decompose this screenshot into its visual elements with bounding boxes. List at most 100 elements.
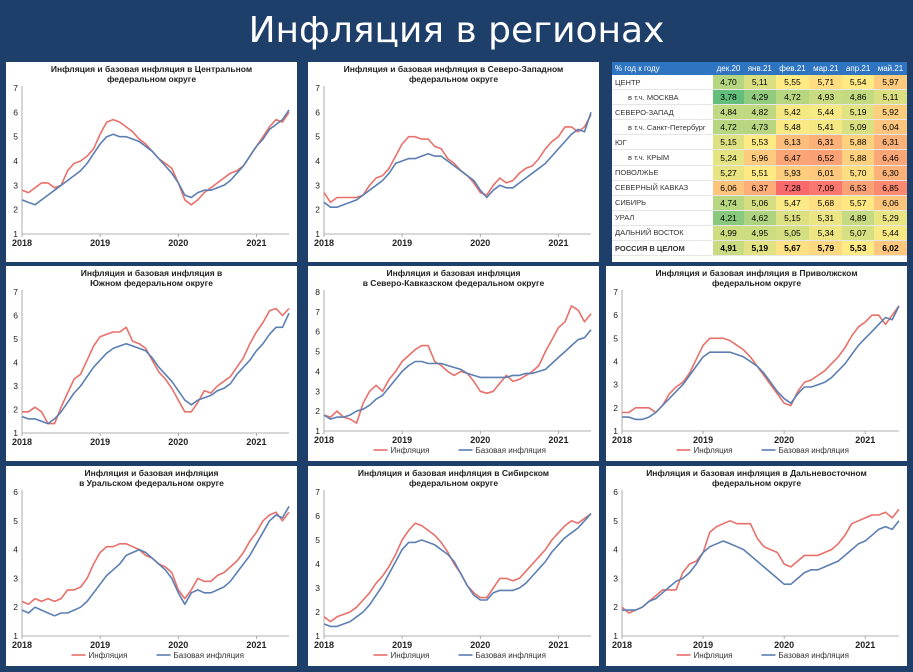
table-cell: 4,72 [712, 119, 745, 136]
y-tick-label: 7 [613, 287, 618, 297]
y-tick-label: 7 [13, 83, 18, 93]
legend-core-label: Базовая инфляция [476, 651, 546, 660]
core-inflation-line [622, 305, 900, 421]
table-cell: 4,29 [744, 89, 776, 106]
table-cell: 5,09 [842, 119, 874, 136]
y-tick-label: 6 [315, 327, 320, 337]
line-chart: Инфляция и базовая инфляция в Дальневост… [612, 468, 900, 660]
y-tick-label: 3 [613, 380, 618, 390]
chart-panel-far-east: Инфляция и базовая инфляция в Дальневост… [606, 466, 907, 666]
x-tick-label: 2020 [168, 238, 188, 248]
x-tick-label: 2018 [12, 238, 32, 248]
line-chart: Инфляция и базовая инфляция в Северо-Зап… [314, 64, 592, 248]
x-tick-label: 2019 [392, 640, 412, 650]
y-tick-label: 5 [315, 347, 320, 357]
y-tick-label: 4 [613, 357, 618, 367]
table-cell: 5,34 [809, 225, 843, 242]
y-tick-label: 3 [13, 573, 18, 583]
table-cell: 5,93 [775, 165, 810, 181]
table-cell: 5,41 [809, 119, 843, 136]
inflation-table: % год к году дек.20 янв.21 фев.21 мар.21… [612, 62, 907, 257]
row-label: в т.ч. Санкт-Петербург [612, 119, 713, 136]
y-tick-label: 7 [315, 487, 320, 497]
y-tick-label: 2 [13, 405, 18, 415]
chart-panel-south: Инфляция и базовая инфляция в Южном федер… [6, 266, 297, 461]
inflation-line [21, 511, 290, 606]
chart-title: федеральном округе [712, 478, 801, 488]
core-inflation-line [21, 109, 290, 206]
table-cell: 5,07 [842, 225, 874, 242]
core-inflation-line [622, 520, 900, 611]
table-cell: 4,82 [744, 104, 776, 121]
y-tick-label: 4 [315, 559, 320, 569]
y-tick-label: 2 [613, 602, 618, 612]
row-label: ПОВОЛЖЬЕ [612, 165, 713, 181]
y-tick-label: 7 [315, 307, 320, 317]
table-cell: 6,31 [874, 134, 907, 151]
y-tick-label: 4 [315, 366, 320, 376]
row-label: ДАЛЬНИЙ ВОСТОК [612, 225, 713, 242]
table-cell: 6,30 [874, 165, 907, 181]
table-cell: 5,88 [842, 134, 874, 151]
legend-inflation-label: Инфляция [89, 651, 128, 660]
table-cell: 5,29 [874, 210, 907, 226]
table-cell: 5,24 [712, 149, 745, 166]
x-tick-label: 2018 [612, 640, 632, 650]
core-inflation-line [323, 329, 592, 420]
y-tick-label: 4 [13, 358, 18, 368]
line-chart: Инфляция и базовая инфляция в Сибирскомф… [314, 468, 592, 660]
x-tick-label: 2021 [548, 435, 568, 445]
table-cell: 6,53 [842, 180, 874, 196]
y-tick-label: 6 [315, 107, 320, 117]
row-label: в т.ч. КРЫМ [612, 149, 713, 166]
y-tick-label: 4 [315, 156, 320, 166]
table-header-cell: янв.21 [744, 62, 776, 75]
x-tick-label: 2021 [548, 640, 568, 650]
table-cell: 4,74 [712, 195, 745, 211]
x-tick-label: 2020 [470, 238, 490, 248]
x-tick-label: 2018 [314, 640, 334, 650]
legend-core-label: Базовая инфляция [779, 446, 849, 455]
table-cell: 7,09 [809, 180, 843, 196]
legend-core-label: Базовая инфляция [174, 651, 244, 660]
table-cell: 4,73 [744, 119, 776, 136]
table-cell: 5,27 [712, 165, 745, 181]
table-header-cell: апр.21 [842, 62, 874, 75]
table-row: ЦЕНТР 4,70 5,11 5,55 5,71 5,54 5,97 [612, 75, 907, 91]
table-cell: 6,06 [712, 180, 745, 196]
chart-panel-north-caucasus: Инфляция и базовая инфляция в Северо-Кавк… [308, 266, 599, 461]
y-tick-label: 3 [315, 180, 320, 190]
core-inflation-line [323, 513, 592, 628]
table-row: СЕВЕРНЫЙ КАВКАЗ 6,06 6,37 7,28 7,09 6,53 6,85 [612, 180, 907, 196]
y-tick-label: 7 [315, 83, 320, 93]
y-tick-label: 5 [315, 132, 320, 142]
y-tick-label: 4 [613, 545, 618, 555]
y-tick-label: 5 [613, 333, 618, 343]
chart-title: Инфляция и базовая инфляция в Северо-Зап… [344, 64, 564, 74]
chart-title: Южном федеральном округе [90, 278, 213, 288]
chart-title: в Северо-Кавказском федеральном округе [363, 278, 545, 288]
legend-inflation-label: Инфляция [694, 651, 733, 660]
y-tick-label: 2 [13, 602, 18, 612]
legend-inflation-label: Инфляция [391, 651, 430, 660]
legend-inflation-label: Инфляция [391, 446, 430, 455]
y-tick-label: 6 [13, 311, 18, 321]
table-cell: 4,89 [842, 210, 874, 226]
table-cell: 4,95 [744, 225, 776, 242]
y-tick-label: 1 [13, 631, 18, 641]
table-cell: 7,28 [775, 180, 810, 196]
row-label: УРАЛ [612, 210, 713, 226]
table-header-cell: % год к году [612, 62, 713, 75]
table-cell: 4,91 [712, 240, 745, 257]
line-chart: Инфляция и базовая инфляция в Центрально… [12, 64, 290, 248]
table-cell: 5,48 [775, 119, 810, 136]
table-row: ДАЛЬНИЙ ВОСТОК 4,99 4,95 5,05 5,34 5,07 5,44 [612, 225, 907, 242]
table-cell: 5,15 [775, 210, 810, 226]
x-tick-label: 2018 [612, 435, 632, 445]
x-tick-label: 2018 [314, 238, 334, 248]
y-tick-label: 3 [613, 573, 618, 583]
page-title: Инфляция в регионах [248, 10, 665, 51]
table-cell: 5,54 [842, 75, 874, 91]
